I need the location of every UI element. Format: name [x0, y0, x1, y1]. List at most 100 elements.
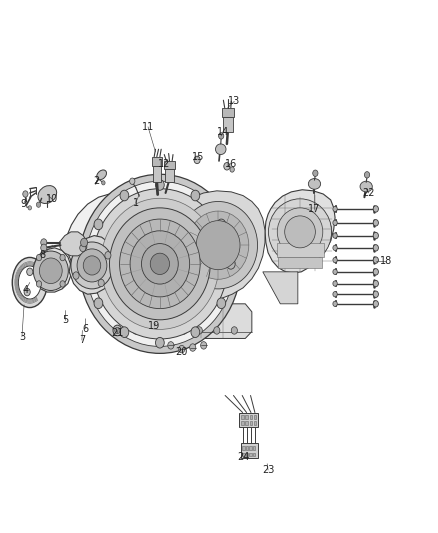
Bar — [241, 415, 244, 419]
Text: 9: 9 — [21, 199, 27, 208]
Text: 17: 17 — [308, 204, 321, 214]
Circle shape — [73, 272, 79, 279]
Circle shape — [85, 259, 93, 269]
Bar — [254, 415, 256, 419]
Circle shape — [333, 269, 337, 274]
Ellipse shape — [85, 181, 234, 346]
Circle shape — [28, 206, 32, 210]
Circle shape — [120, 190, 129, 201]
Bar — [242, 453, 245, 456]
Text: 2: 2 — [93, 176, 99, 186]
Ellipse shape — [215, 144, 226, 155]
Polygon shape — [263, 272, 298, 304]
Bar — [152, 157, 162, 166]
Circle shape — [181, 327, 187, 334]
Ellipse shape — [360, 181, 372, 192]
Circle shape — [94, 298, 103, 309]
Text: 1: 1 — [133, 198, 139, 207]
Text: 10: 10 — [46, 194, 58, 204]
Circle shape — [373, 280, 378, 287]
Circle shape — [333, 245, 337, 251]
Circle shape — [133, 327, 139, 334]
Circle shape — [191, 190, 200, 201]
Polygon shape — [278, 257, 322, 268]
Text: 6: 6 — [83, 324, 89, 334]
Ellipse shape — [120, 219, 200, 309]
Circle shape — [217, 219, 226, 230]
Ellipse shape — [92, 189, 228, 339]
Text: 11: 11 — [142, 122, 154, 132]
Polygon shape — [277, 243, 324, 257]
Circle shape — [333, 220, 337, 225]
Ellipse shape — [110, 208, 210, 320]
Ellipse shape — [39, 258, 62, 284]
Circle shape — [201, 342, 207, 349]
Circle shape — [214, 327, 220, 334]
Text: 5: 5 — [62, 315, 68, 325]
Circle shape — [373, 245, 378, 251]
Circle shape — [41, 239, 47, 246]
Circle shape — [81, 238, 88, 247]
Circle shape — [333, 257, 337, 263]
Circle shape — [120, 327, 129, 337]
Circle shape — [155, 180, 164, 190]
Text: 15: 15 — [192, 152, 204, 162]
Circle shape — [230, 167, 234, 172]
Text: 4: 4 — [22, 286, 28, 295]
Circle shape — [231, 327, 237, 334]
Ellipse shape — [196, 221, 240, 270]
Circle shape — [313, 170, 318, 176]
Ellipse shape — [101, 198, 219, 329]
Ellipse shape — [268, 199, 332, 265]
Bar — [164, 161, 175, 169]
Circle shape — [224, 163, 230, 170]
Ellipse shape — [285, 216, 315, 248]
Bar — [223, 117, 233, 132]
Ellipse shape — [71, 242, 113, 289]
Circle shape — [102, 181, 105, 185]
Circle shape — [105, 252, 111, 259]
Circle shape — [113, 325, 122, 336]
Bar — [249, 446, 252, 450]
Bar — [249, 453, 252, 456]
Polygon shape — [113, 304, 252, 338]
Ellipse shape — [150, 253, 170, 274]
Polygon shape — [59, 232, 87, 256]
Text: 8: 8 — [40, 250, 46, 260]
Circle shape — [194, 156, 200, 164]
Circle shape — [219, 133, 224, 139]
Circle shape — [333, 281, 337, 286]
Text: 3: 3 — [19, 332, 25, 342]
Circle shape — [36, 202, 41, 207]
Circle shape — [148, 327, 154, 334]
Text: 7: 7 — [79, 335, 85, 345]
Ellipse shape — [38, 185, 57, 204]
Circle shape — [373, 269, 378, 275]
Text: 20: 20 — [176, 347, 188, 357]
Ellipse shape — [79, 174, 241, 353]
Circle shape — [94, 219, 103, 230]
Circle shape — [98, 279, 104, 287]
Circle shape — [36, 281, 42, 287]
Circle shape — [364, 172, 370, 178]
Ellipse shape — [187, 211, 249, 279]
Ellipse shape — [18, 266, 41, 299]
Ellipse shape — [83, 256, 101, 275]
Text: 14: 14 — [217, 127, 230, 137]
Circle shape — [80, 244, 86, 252]
Circle shape — [60, 281, 65, 287]
Bar — [250, 415, 252, 419]
Bar — [253, 446, 255, 450]
Bar — [245, 415, 248, 419]
Circle shape — [179, 345, 185, 353]
Bar — [153, 166, 161, 182]
Bar — [250, 421, 252, 425]
Circle shape — [333, 233, 337, 238]
Circle shape — [196, 327, 202, 334]
Polygon shape — [265, 190, 335, 273]
Text: 19: 19 — [148, 321, 160, 331]
Circle shape — [36, 254, 42, 261]
Ellipse shape — [12, 257, 47, 308]
Bar — [246, 453, 248, 456]
Text: 24: 24 — [237, 452, 249, 462]
